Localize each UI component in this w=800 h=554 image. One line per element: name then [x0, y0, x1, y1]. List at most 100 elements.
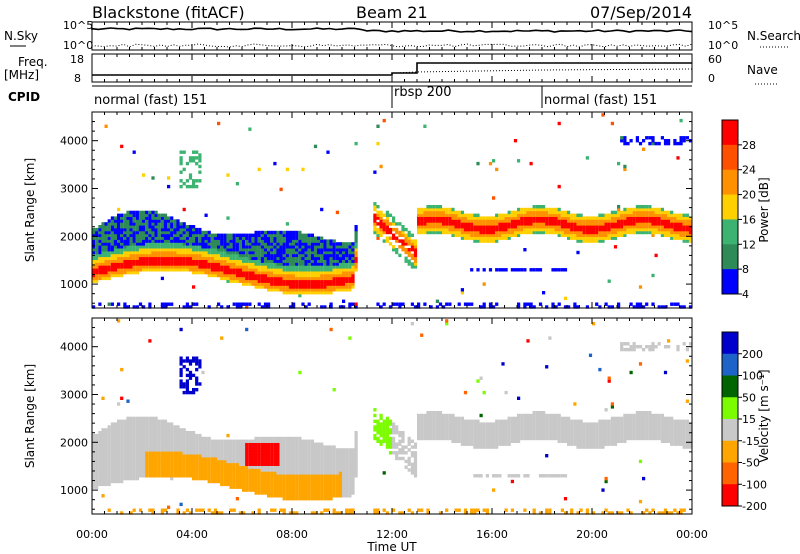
heatmap-cell — [104, 439, 108, 443]
heatmap-cell — [198, 253, 202, 258]
heatmap-cell — [295, 445, 299, 449]
heatmap-cell — [217, 474, 221, 478]
heatmap-cell — [138, 465, 143, 469]
heatmap-cell — [188, 462, 193, 466]
heatmap-cell — [326, 456, 330, 461]
heatmap-cell — [207, 242, 211, 246]
heatmap-cell — [442, 227, 446, 232]
heatmap-cell — [392, 436, 396, 441]
heatmap-cell — [445, 425, 449, 429]
heatmap-cell — [188, 230, 193, 235]
heatmap-cell — [288, 248, 293, 252]
heatmap-cell — [657, 219, 661, 223]
heatmap-cell — [138, 416, 143, 421]
heatmap-cell — [279, 442, 283, 446]
heatmap-cell — [167, 225, 171, 229]
heatmap-cell — [188, 376, 193, 380]
heatmap-cell — [451, 222, 455, 226]
heatmap-cell — [210, 248, 214, 252]
heatmap-cell — [307, 482, 311, 487]
heatmap-cell — [613, 222, 618, 226]
heatmap-cell — [295, 273, 299, 278]
heatmap-cell — [182, 230, 186, 235]
heatmap-cell — [554, 219, 558, 223]
heatmap-cell — [251, 488, 255, 492]
heatmap-cell — [263, 242, 268, 246]
heatmap-cell — [532, 216, 536, 220]
heatmap-cell — [332, 511, 336, 515]
heatmap-cell — [92, 448, 96, 452]
heatmap-cell — [351, 253, 355, 258]
heatmap-cell — [451, 433, 455, 438]
heatmap-cell — [113, 253, 118, 258]
heatmap-cell — [217, 476, 221, 481]
heatmap-cell — [329, 305, 333, 309]
heatmap-cell — [292, 436, 296, 441]
heatmap-cell — [542, 210, 546, 215]
heatmap-cell — [648, 205, 652, 209]
heatmap-cell — [420, 216, 424, 220]
heatmap-cell — [123, 256, 127, 260]
heatmap-cell — [101, 225, 105, 229]
heatmap-cell — [138, 442, 143, 446]
heatmap-cell — [188, 433, 193, 438]
heatmap-cell — [282, 454, 286, 458]
heatmap-cell — [232, 233, 236, 237]
heatmap-cell — [151, 422, 155, 426]
heatmap-cell — [207, 265, 211, 269]
heatmap-cell — [226, 262, 230, 266]
heatmap-cell — [382, 419, 386, 423]
heatmap-cell — [113, 222, 118, 226]
heatmap-cell — [298, 370, 302, 375]
heatmap-cell — [295, 491, 299, 495]
heatmap-cell — [392, 451, 396, 455]
heatmap-cell — [207, 253, 211, 258]
heatmap-cell — [345, 511, 349, 515]
heatmap-cell — [326, 476, 330, 481]
heatmap-cell — [263, 448, 268, 452]
heatmap-cell — [107, 436, 111, 441]
heatmap-cell — [351, 270, 355, 275]
heatmap-cell — [535, 205, 539, 209]
heatmap-cell — [95, 248, 99, 252]
heatmap-cell — [573, 216, 577, 220]
heatmap-cell — [179, 253, 183, 258]
heatmap-cell — [551, 216, 555, 220]
heatmap-cell — [345, 491, 349, 495]
heatmap-cell — [529, 161, 533, 166]
heatmap-cell — [276, 236, 280, 240]
heatmap-cell — [304, 462, 308, 466]
heatmap-cell — [207, 462, 211, 466]
heatmap-cell — [673, 222, 677, 226]
heatmap-cell — [251, 268, 255, 272]
heatmap-cell — [598, 239, 602, 243]
heatmap-cell — [95, 442, 99, 446]
heatmap-cell — [210, 454, 214, 458]
heatmap-cell — [192, 442, 196, 446]
heatmap-cell — [204, 259, 208, 263]
heatmap-cell — [223, 265, 227, 269]
heatmap-cell — [251, 442, 255, 446]
heatmap-cell — [320, 250, 324, 255]
heatmap-cell — [438, 216, 443, 220]
heatmap-cell — [404, 459, 408, 464]
heatmap-cell — [445, 433, 449, 438]
heatmap-cell — [295, 242, 299, 246]
heatmap-cell — [188, 176, 193, 180]
heatmap-cell — [242, 459, 246, 464]
heatmap-cell — [420, 333, 424, 337]
heatmap-cell — [248, 268, 252, 272]
heatmap-cell — [98, 273, 102, 278]
heatmap-cell — [513, 219, 518, 223]
heatmap-cell — [173, 439, 177, 443]
heatmap-cell — [270, 270, 274, 275]
heatmap-cell — [420, 413, 424, 418]
heatmap-cell — [229, 476, 233, 481]
heatmap-cell — [467, 230, 471, 235]
heatmap-cell — [338, 465, 343, 469]
heatmap-cell — [167, 219, 171, 223]
heatmap-cell — [142, 268, 146, 272]
heatmap-cell — [123, 236, 127, 240]
heatmap-cell — [220, 474, 224, 478]
heatmap-cell — [217, 268, 221, 272]
